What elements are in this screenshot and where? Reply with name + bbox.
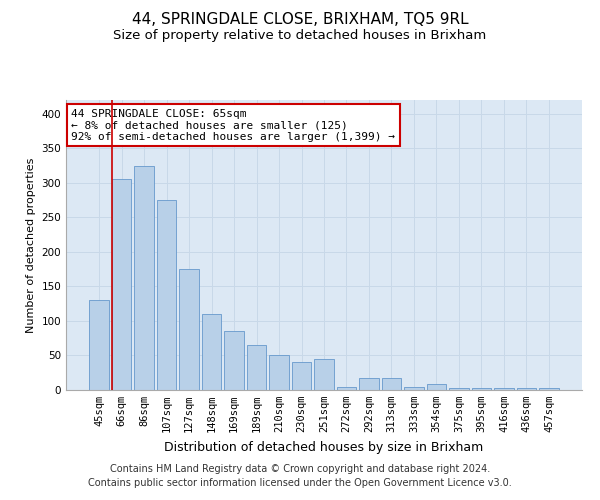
Bar: [427, 384, 446, 390]
Bar: [112, 180, 131, 390]
Bar: [517, 388, 536, 390]
X-axis label: Distribution of detached houses by size in Brixham: Distribution of detached houses by size …: [164, 440, 484, 454]
Bar: [89, 300, 109, 390]
Bar: [179, 269, 199, 390]
Text: Size of property relative to detached houses in Brixham: Size of property relative to detached ho…: [113, 29, 487, 42]
Text: 44 SPRINGDALE CLOSE: 65sqm
← 8% of detached houses are smaller (125)
92% of semi: 44 SPRINGDALE CLOSE: 65sqm ← 8% of detac…: [71, 108, 395, 142]
Text: 44, SPRINGDALE CLOSE, BRIXHAM, TQ5 9RL: 44, SPRINGDALE CLOSE, BRIXHAM, TQ5 9RL: [131, 12, 469, 28]
Bar: [292, 362, 311, 390]
Bar: [382, 378, 401, 390]
Bar: [247, 345, 266, 390]
Bar: [224, 332, 244, 390]
Bar: [134, 166, 154, 390]
Bar: [202, 314, 221, 390]
Bar: [449, 388, 469, 390]
Bar: [157, 200, 176, 390]
Bar: [472, 388, 491, 390]
Bar: [539, 388, 559, 390]
Bar: [337, 386, 356, 390]
Y-axis label: Number of detached properties: Number of detached properties: [26, 158, 36, 332]
Bar: [404, 386, 424, 390]
Bar: [494, 388, 514, 390]
Bar: [269, 356, 289, 390]
Text: Contains HM Land Registry data © Crown copyright and database right 2024.
Contai: Contains HM Land Registry data © Crown c…: [88, 464, 512, 487]
Bar: [314, 359, 334, 390]
Bar: [359, 378, 379, 390]
